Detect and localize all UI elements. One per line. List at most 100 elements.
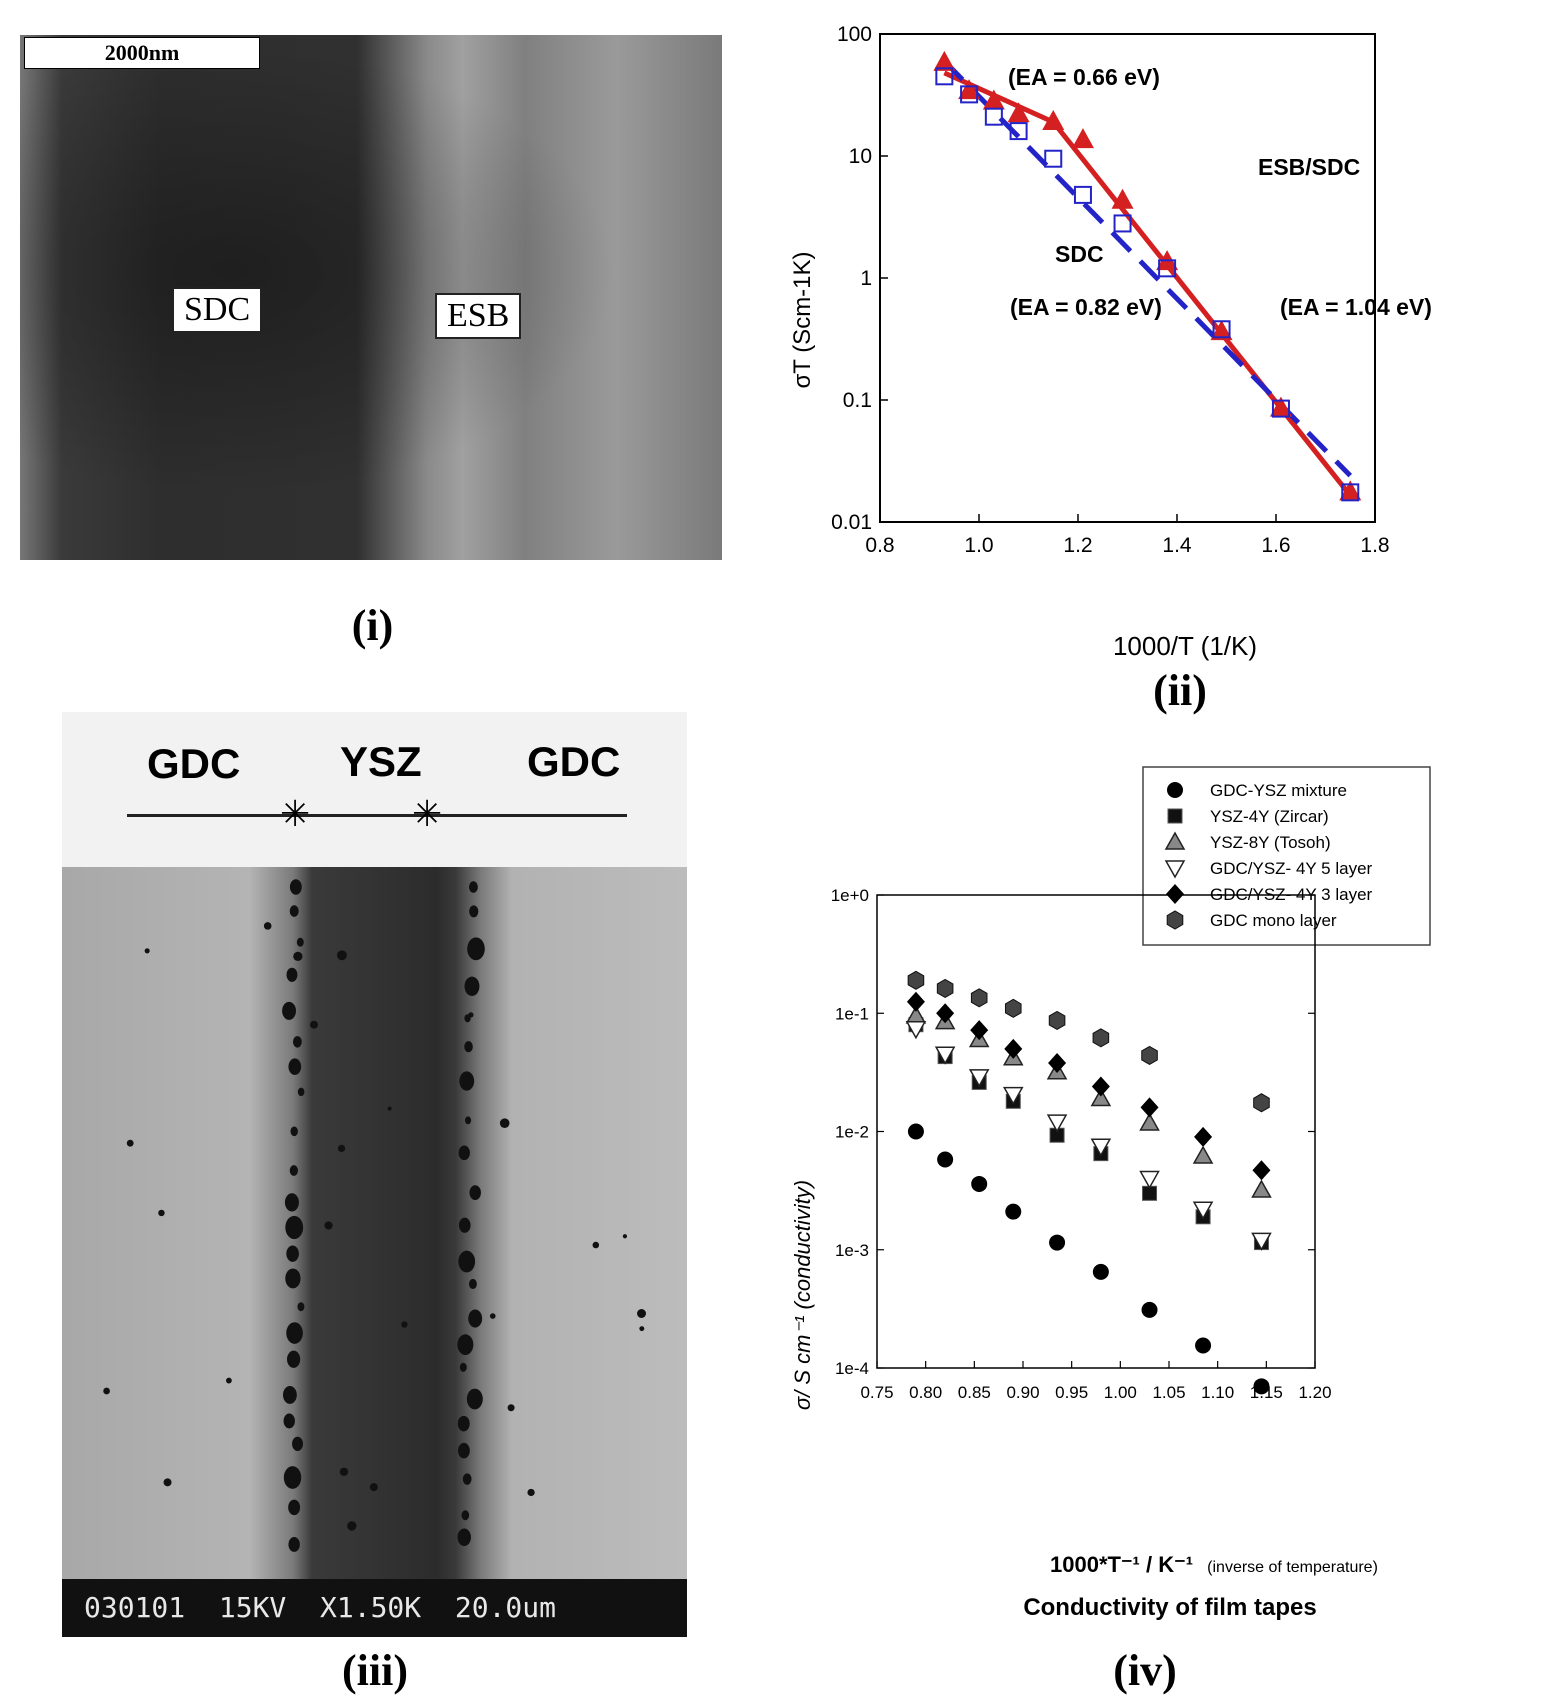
data-point-diamond — [1194, 1126, 1213, 1147]
data-point-hexagon — [907, 970, 925, 990]
data-point-circle — [1253, 1378, 1270, 1395]
annotation-ea-sdc: (EA = 0.82 eV) — [1010, 294, 1162, 320]
legend-entry: GDC mono layer — [1210, 911, 1337, 930]
legend-marker-triangle-down-open — [1164, 860, 1186, 879]
data-point-triangle-down-open — [1002, 1086, 1024, 1106]
annotation-esb-sdc: ESB/SDC — [1258, 154, 1360, 180]
fit-line-solid — [943, 70, 1353, 498]
region-label-gdc-left: GDC — [147, 740, 241, 787]
x-tick-label: 1.6 — [1261, 534, 1290, 557]
pore — [457, 1415, 470, 1432]
pore — [285, 1268, 301, 1289]
data-point-square — [1158, 259, 1177, 278]
x-tick-label: 1.2 — [1063, 534, 1092, 557]
data-point-triangle — [1251, 1179, 1272, 1198]
pore — [292, 1436, 304, 1451]
data-point-triangle-down-open — [934, 1046, 956, 1065]
region-label-esb: ESB — [435, 293, 522, 339]
pore — [285, 1215, 304, 1240]
x-tick-label: 1.4 — [1162, 534, 1192, 557]
pore — [297, 1087, 305, 1097]
x-tick-label: 1.20 — [1298, 1383, 1331, 1402]
sem-image-sdc-esb: 2000nm SDC ESB — [20, 35, 722, 560]
annotation-ea-top: (EA = 0.66 eV) — [1008, 64, 1160, 90]
data-point-square — [1271, 399, 1290, 418]
pore — [310, 1020, 318, 1029]
pore — [462, 1473, 472, 1485]
data-point-diamond — [1252, 1160, 1271, 1181]
data-point-triangle-down-open — [968, 1069, 990, 1088]
data-point-triangle — [1090, 1088, 1112, 1107]
boundary-marker-right: ✳ — [412, 793, 443, 834]
data-point-triangle — [933, 50, 956, 71]
pore — [592, 1241, 600, 1249]
x-axis-label: 1000/T (1/K) — [1113, 631, 1257, 661]
data-point-circle — [907, 1123, 924, 1140]
data-point-triangle-down-open — [1139, 1170, 1160, 1190]
legend-marker-hexagon — [1166, 910, 1184, 930]
data-point-square — [984, 107, 1003, 126]
chart-title: Conductivity of film tapes — [1023, 1594, 1316, 1621]
pore — [459, 1071, 475, 1091]
data-point-circle — [1049, 1234, 1066, 1251]
data-point-square — [1073, 185, 1092, 204]
pore — [468, 1309, 483, 1328]
legend-entry: GDC-YSZ mixture — [1210, 781, 1347, 800]
data-point-triangle — [1192, 1145, 1214, 1164]
micrograph — [62, 867, 687, 1579]
pore — [464, 1041, 473, 1053]
pore — [468, 1012, 474, 1018]
region-label-ysz: YSZ — [340, 738, 422, 785]
pore — [288, 1058, 302, 1075]
x-tick-label: 1.10 — [1201, 1383, 1234, 1402]
legend-entry: YSZ-8Y (Tosoh) — [1210, 833, 1331, 852]
annotation-sdc: SDC — [1055, 241, 1104, 267]
annotation-ea-right: (EA = 1.04 eV) — [1280, 294, 1432, 320]
data-point-diamond — [936, 1003, 955, 1024]
data-point-triangle — [1210, 320, 1233, 341]
data-point-circle — [1005, 1203, 1022, 1220]
y-tick-label: 1 — [860, 267, 872, 290]
data-point-hexagon — [1253, 1093, 1270, 1113]
data-point-square — [1341, 483, 1360, 502]
data-point-triangle — [1042, 109, 1065, 130]
pore — [457, 1528, 471, 1547]
x-tick-label: 0.85 — [958, 1383, 991, 1402]
data-point-circle — [1141, 1301, 1158, 1318]
data-point-diamond — [906, 991, 925, 1012]
pore — [458, 1217, 471, 1233]
pore — [126, 1139, 134, 1147]
pore — [158, 1209, 165, 1217]
pore — [290, 1126, 298, 1137]
data-point-triangle — [1071, 128, 1094, 149]
y-tick-label: 1e-1 — [835, 1004, 869, 1023]
x-axis-label: 1000*T⁻¹ / K⁻¹ — [1050, 1552, 1193, 1577]
pore — [289, 1165, 299, 1176]
data-point-square — [935, 67, 954, 86]
pore — [296, 937, 304, 947]
y-tick-label: 100 — [837, 23, 872, 46]
data-point-triangle — [1269, 396, 1292, 417]
pore — [286, 967, 298, 982]
sem-image-gdc-ysz: GDC YSZ GDC ✳ ✳ 030101 15KV X1.50K 20.0u… — [62, 712, 687, 1637]
data-point-square — [1212, 320, 1231, 339]
pore — [461, 1510, 470, 1521]
pore — [347, 1521, 357, 1531]
pore — [468, 1278, 477, 1290]
x-tick-label: 1.0 — [964, 534, 993, 557]
legend-entry: GDC/YSZ- 4Y 5 layer — [1210, 859, 1373, 878]
plot-frame — [879, 33, 1376, 523]
y-tick-label: 10 — [849, 145, 872, 168]
pore — [527, 1488, 535, 1497]
data-point-hexagon — [1092, 1028, 1110, 1048]
panel-label-ii: (ii) — [1153, 666, 1207, 715]
data-point-square — [1113, 214, 1132, 233]
x-tick-label: 0.75 — [860, 1383, 893, 1402]
pore — [283, 1466, 302, 1489]
data-point-triangle-down-open — [1046, 1114, 1068, 1133]
pore — [401, 1321, 408, 1328]
chart-conductivity: GDC-YSZ mixture YSZ-4Y (Zircar) YSZ-8Y (To… — [790, 766, 1431, 1621]
x-tick-label: 0.90 — [1006, 1383, 1039, 1402]
data-point-circle — [1195, 1337, 1212, 1354]
data-point-hexagon — [936, 978, 954, 999]
